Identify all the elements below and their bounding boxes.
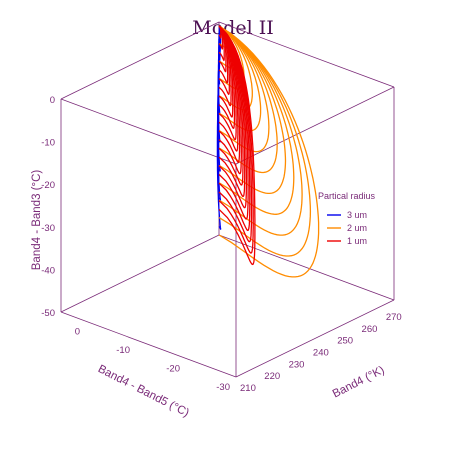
axis-box-edge [235, 86, 395, 165]
axis-box-edge [60, 234, 220, 313]
legend-label: 1 um [347, 236, 367, 246]
series-loop-1-um [218, 25, 231, 96]
axis-box-edge [60, 311, 237, 378]
legend-label: 2 um [347, 223, 367, 233]
z-tick-label: -30 [41, 223, 55, 234]
series-loop-1-um [218, 25, 236, 130]
series-loop-1-um [218, 25, 246, 198]
x-tick-label: 240 [313, 347, 329, 358]
legend-label: 3 um [347, 210, 367, 220]
z-tick-label: -20 [41, 180, 55, 191]
series-loop-1-um [218, 25, 242, 175]
x-tick-label: 250 [337, 336, 353, 347]
x-tick-label: 270 [386, 312, 402, 323]
axis-box-edge [60, 21, 220, 100]
y-tick-label: -30 [216, 382, 230, 393]
series-loop-1-um [218, 25, 239, 152]
series-loop-1-um [218, 25, 225, 62]
z-tick-label: -10 [41, 138, 55, 149]
y-tick-label: 0 [75, 326, 80, 337]
legend: Partical radius 3 um 2 um 1 um [318, 191, 376, 246]
series-loop-1-um [218, 25, 244, 186]
series-loop-1-um [218, 25, 256, 266]
series-loop-2-um [218, 25, 320, 278]
series-loop-1-um [218, 25, 232, 107]
chart-title: Model II [192, 17, 273, 39]
x-tick-label: 220 [264, 371, 280, 382]
tick-labels: 210 220 230 240 250 260 270 -30 -20 -10 0 0 -10 -20 -3… [41, 95, 401, 394]
series-loop-1-um [218, 25, 224, 50]
series-loop-2-um [218, 25, 295, 215]
series-loop-1-um [218, 25, 249, 220]
data-curves [216, 25, 320, 278]
axis-box-edge [218, 21, 395, 88]
series-loop-1-um [218, 25, 227, 73]
axis-box-edge [218, 234, 395, 301]
z-tick-label: -50 [41, 308, 55, 319]
series-loop-1-um [218, 25, 254, 254]
x-axis-label: Band4 (°K) [331, 364, 387, 400]
z-axis-label: Band4 - Band3 (°C) [31, 170, 43, 271]
series-loop-2-um [218, 25, 278, 174]
series-loop-2-um [218, 25, 303, 236]
series-loop-1-um [218, 25, 241, 163]
z-tick-label: -40 [41, 265, 55, 276]
legend-title: Partical radius [318, 191, 376, 201]
x-tick-label: 260 [362, 324, 378, 335]
x-tick-label: 230 [289, 359, 305, 370]
series-loop-1-um [218, 25, 237, 141]
series-loop-1-um [218, 25, 248, 209]
series-loop-1-um [218, 25, 253, 243]
series-loop-2-um [218, 25, 312, 257]
series-loop-1-um [218, 25, 234, 118]
z-tick-label: 0 [50, 95, 55, 106]
axis-box-edge [60, 98, 237, 165]
x-tick-label: 210 [240, 383, 256, 394]
series-loop-1-um [218, 25, 251, 232]
series-loop-3-um [216, 25, 222, 230]
y-tick-label: -10 [116, 345, 130, 356]
series-loop-2-um [218, 25, 287, 195]
axis-box-edge [235, 299, 395, 378]
y-tick-label: -20 [166, 363, 180, 374]
series-loop-1-um [218, 25, 229, 84]
